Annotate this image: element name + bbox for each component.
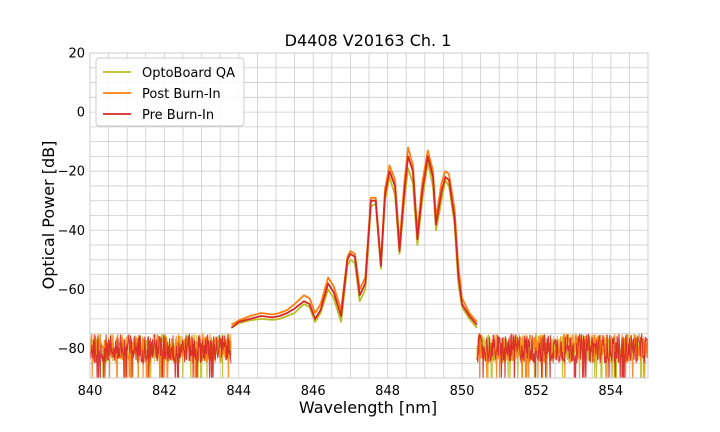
y-tick-label: −60 — [58, 283, 85, 298]
x-tick-label: 848 — [375, 384, 400, 399]
x-tick-label: 846 — [301, 384, 326, 399]
y-tick-label: −40 — [58, 224, 85, 239]
x-tick-label: 852 — [524, 384, 549, 399]
x-tick-label: 854 — [598, 384, 623, 399]
legend-label: Post Burn-In — [142, 87, 221, 102]
x-tick-label: 842 — [152, 384, 177, 399]
series-lines — [230, 146, 478, 329]
legend-label: Pre Burn-In — [142, 108, 214, 123]
series-line — [230, 155, 478, 329]
y-axis-label: Optical Power [dB] — [39, 141, 58, 290]
y-tick-label: 20 — [68, 47, 85, 62]
y-tick-label: 0 — [77, 106, 85, 121]
legend-box — [95, 57, 245, 127]
y-tick-label: −80 — [58, 342, 85, 357]
legend: OptoBoard QA Post Burn-In Pre Burn-In — [95, 57, 245, 127]
y-tick-label: −20 — [58, 165, 85, 180]
chart-title: D4408 V20163 Ch. 1 — [285, 31, 452, 50]
series-line — [230, 146, 478, 326]
plot-frame — [89, 52, 649, 379]
noise-floor — [90, 332, 648, 378]
x-axis-label: Wavelength [nm] — [299, 398, 437, 417]
axes: 840 842 844 846 848 850 852 854 20 0 −20 −40 −60 −80 — [58, 47, 649, 399]
noise-trace — [90, 332, 648, 378]
legend-label: OptoBoard QA — [142, 66, 235, 81]
x-tick-label: 850 — [450, 384, 475, 399]
x-tick-label: 840 — [78, 384, 103, 399]
x-tick-label: 844 — [226, 384, 251, 399]
